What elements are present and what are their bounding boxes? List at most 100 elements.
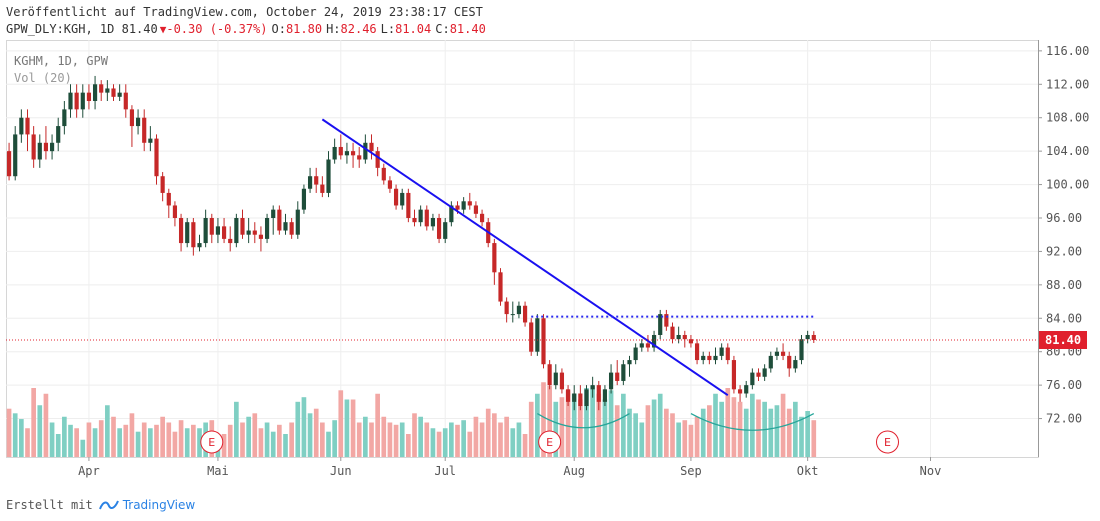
candle-body[interactable] [658, 314, 663, 335]
candle-body[interactable] [369, 142, 374, 152]
volume-bar[interactable] [541, 382, 546, 457]
candle-body[interactable] [762, 368, 767, 377]
volume-bar[interactable] [799, 416, 804, 457]
candle-body[interactable] [264, 217, 270, 239]
candle-body[interactable] [799, 339, 804, 361]
candle-body[interactable] [676, 334, 681, 340]
volume-bar[interactable] [768, 408, 774, 457]
volume-bar[interactable] [178, 420, 184, 457]
volume-bar[interactable] [313, 408, 319, 457]
volume-bar[interactable] [670, 413, 675, 457]
volume-bar[interactable] [43, 393, 49, 457]
candle-body[interactable] [381, 167, 386, 181]
volume-bar[interactable] [449, 422, 454, 458]
candle-body[interactable] [590, 385, 595, 390]
candle-body[interactable] [62, 109, 67, 127]
candle-body[interactable] [731, 360, 737, 390]
volume-bar[interactable] [166, 422, 172, 458]
volume-bar[interactable] [811, 420, 817, 457]
candle-body[interactable] [393, 188, 399, 206]
volume-bar[interactable] [725, 388, 731, 457]
candle-body[interactable] [105, 88, 110, 93]
volume-bar[interactable] [700, 408, 706, 457]
volume-bar[interactable] [283, 434, 288, 457]
candle-body[interactable] [320, 184, 325, 193]
volume-bar[interactable] [221, 434, 227, 457]
earnings-marker-icon[interactable] [200, 430, 224, 454]
volume-bar[interactable] [111, 416, 116, 457]
volume-bar[interactable] [596, 393, 602, 457]
volume-bar[interactable] [713, 393, 718, 457]
volume-bar[interactable] [332, 420, 337, 457]
candle-body[interactable] [584, 389, 589, 407]
candle-body[interactable] [166, 192, 171, 206]
volume-bar[interactable] [191, 424, 196, 457]
candle-body[interactable] [80, 92, 85, 110]
candle-body[interactable] [682, 334, 687, 340]
candle-body[interactable] [215, 226, 221, 235]
volume-bar[interactable] [664, 408, 669, 457]
volume-bar[interactable] [154, 424, 159, 457]
volume-bar[interactable] [522, 434, 528, 457]
candle-body[interactable] [670, 326, 675, 340]
candle-body[interactable] [13, 134, 18, 177]
instrument-legend[interactable]: KGHM, 1D, GPW [14, 54, 108, 68]
candle-body[interactable] [338, 146, 343, 156]
candle-body[interactable] [31, 134, 36, 160]
candle-body[interactable] [449, 205, 454, 223]
volume-bar[interactable] [571, 393, 577, 457]
candle-body[interactable] [529, 322, 534, 352]
candle-body[interactable] [750, 372, 755, 386]
candle-body[interactable] [461, 201, 466, 210]
volume-bar[interactable] [657, 393, 663, 457]
candle-body[interactable] [154, 138, 159, 177]
volume-bar[interactable] [535, 393, 540, 457]
candle-body[interactable] [725, 347, 730, 361]
volume-bar[interactable] [547, 385, 552, 457]
volume-bar[interactable] [74, 428, 79, 457]
candle-body[interactable] [541, 318, 546, 365]
trendline[interactable] [321, 118, 729, 396]
volume-bar[interactable] [326, 431, 331, 457]
volume-bar[interactable] [264, 422, 270, 458]
volume-bar[interactable] [270, 431, 276, 457]
volume-bar[interactable] [227, 424, 233, 457]
volume-bar[interactable] [498, 422, 503, 458]
candle-body[interactable] [172, 205, 178, 218]
candle-body[interactable] [271, 209, 276, 218]
volume-bar[interactable] [485, 408, 491, 457]
volume-bar[interactable] [786, 408, 792, 457]
candle-body[interactable] [737, 389, 743, 394]
volume-bar[interactable] [37, 405, 43, 457]
candle-body[interactable] [289, 222, 294, 235]
volume-bar[interactable] [608, 390, 614, 457]
candle-body[interactable] [387, 180, 393, 189]
candle-body[interactable] [504, 301, 509, 315]
candle-body[interactable] [547, 364, 552, 386]
candle-body[interactable] [664, 314, 669, 327]
volume-bar[interactable] [92, 428, 98, 457]
volume-bar[interactable] [424, 422, 430, 458]
volume-bar[interactable] [141, 422, 147, 458]
candle-body[interactable] [627, 360, 632, 365]
volume-bar[interactable] [602, 399, 608, 458]
volume-bar[interactable] [528, 401, 534, 457]
candle-body[interactable] [197, 243, 202, 248]
volume-bar[interactable] [504, 416, 509, 457]
chart-frame[interactable]: Apr Mai Jun Jul Aug Sep Okt Nov 72.00 76.00 80.00 8… [6, 40, 1094, 480]
candle-body[interactable] [608, 372, 614, 390]
volume-bar[interactable] [479, 422, 485, 458]
candle-body[interactable] [719, 347, 724, 356]
candle-body[interactable] [811, 334, 816, 341]
candle-body[interactable] [191, 222, 196, 248]
volume-bar[interactable] [553, 401, 559, 457]
volume-bar[interactable] [148, 428, 153, 457]
candle-body[interactable] [430, 217, 436, 227]
volume-bar[interactable] [418, 416, 423, 457]
candle-body[interactable] [56, 126, 61, 143]
volume-bar[interactable] [369, 422, 374, 458]
volume-bar[interactable] [688, 424, 694, 457]
tradingview-brand[interactable]: TradingView [122, 498, 196, 512]
candle-body[interactable] [744, 385, 749, 394]
volume-bar[interactable] [442, 428, 448, 457]
